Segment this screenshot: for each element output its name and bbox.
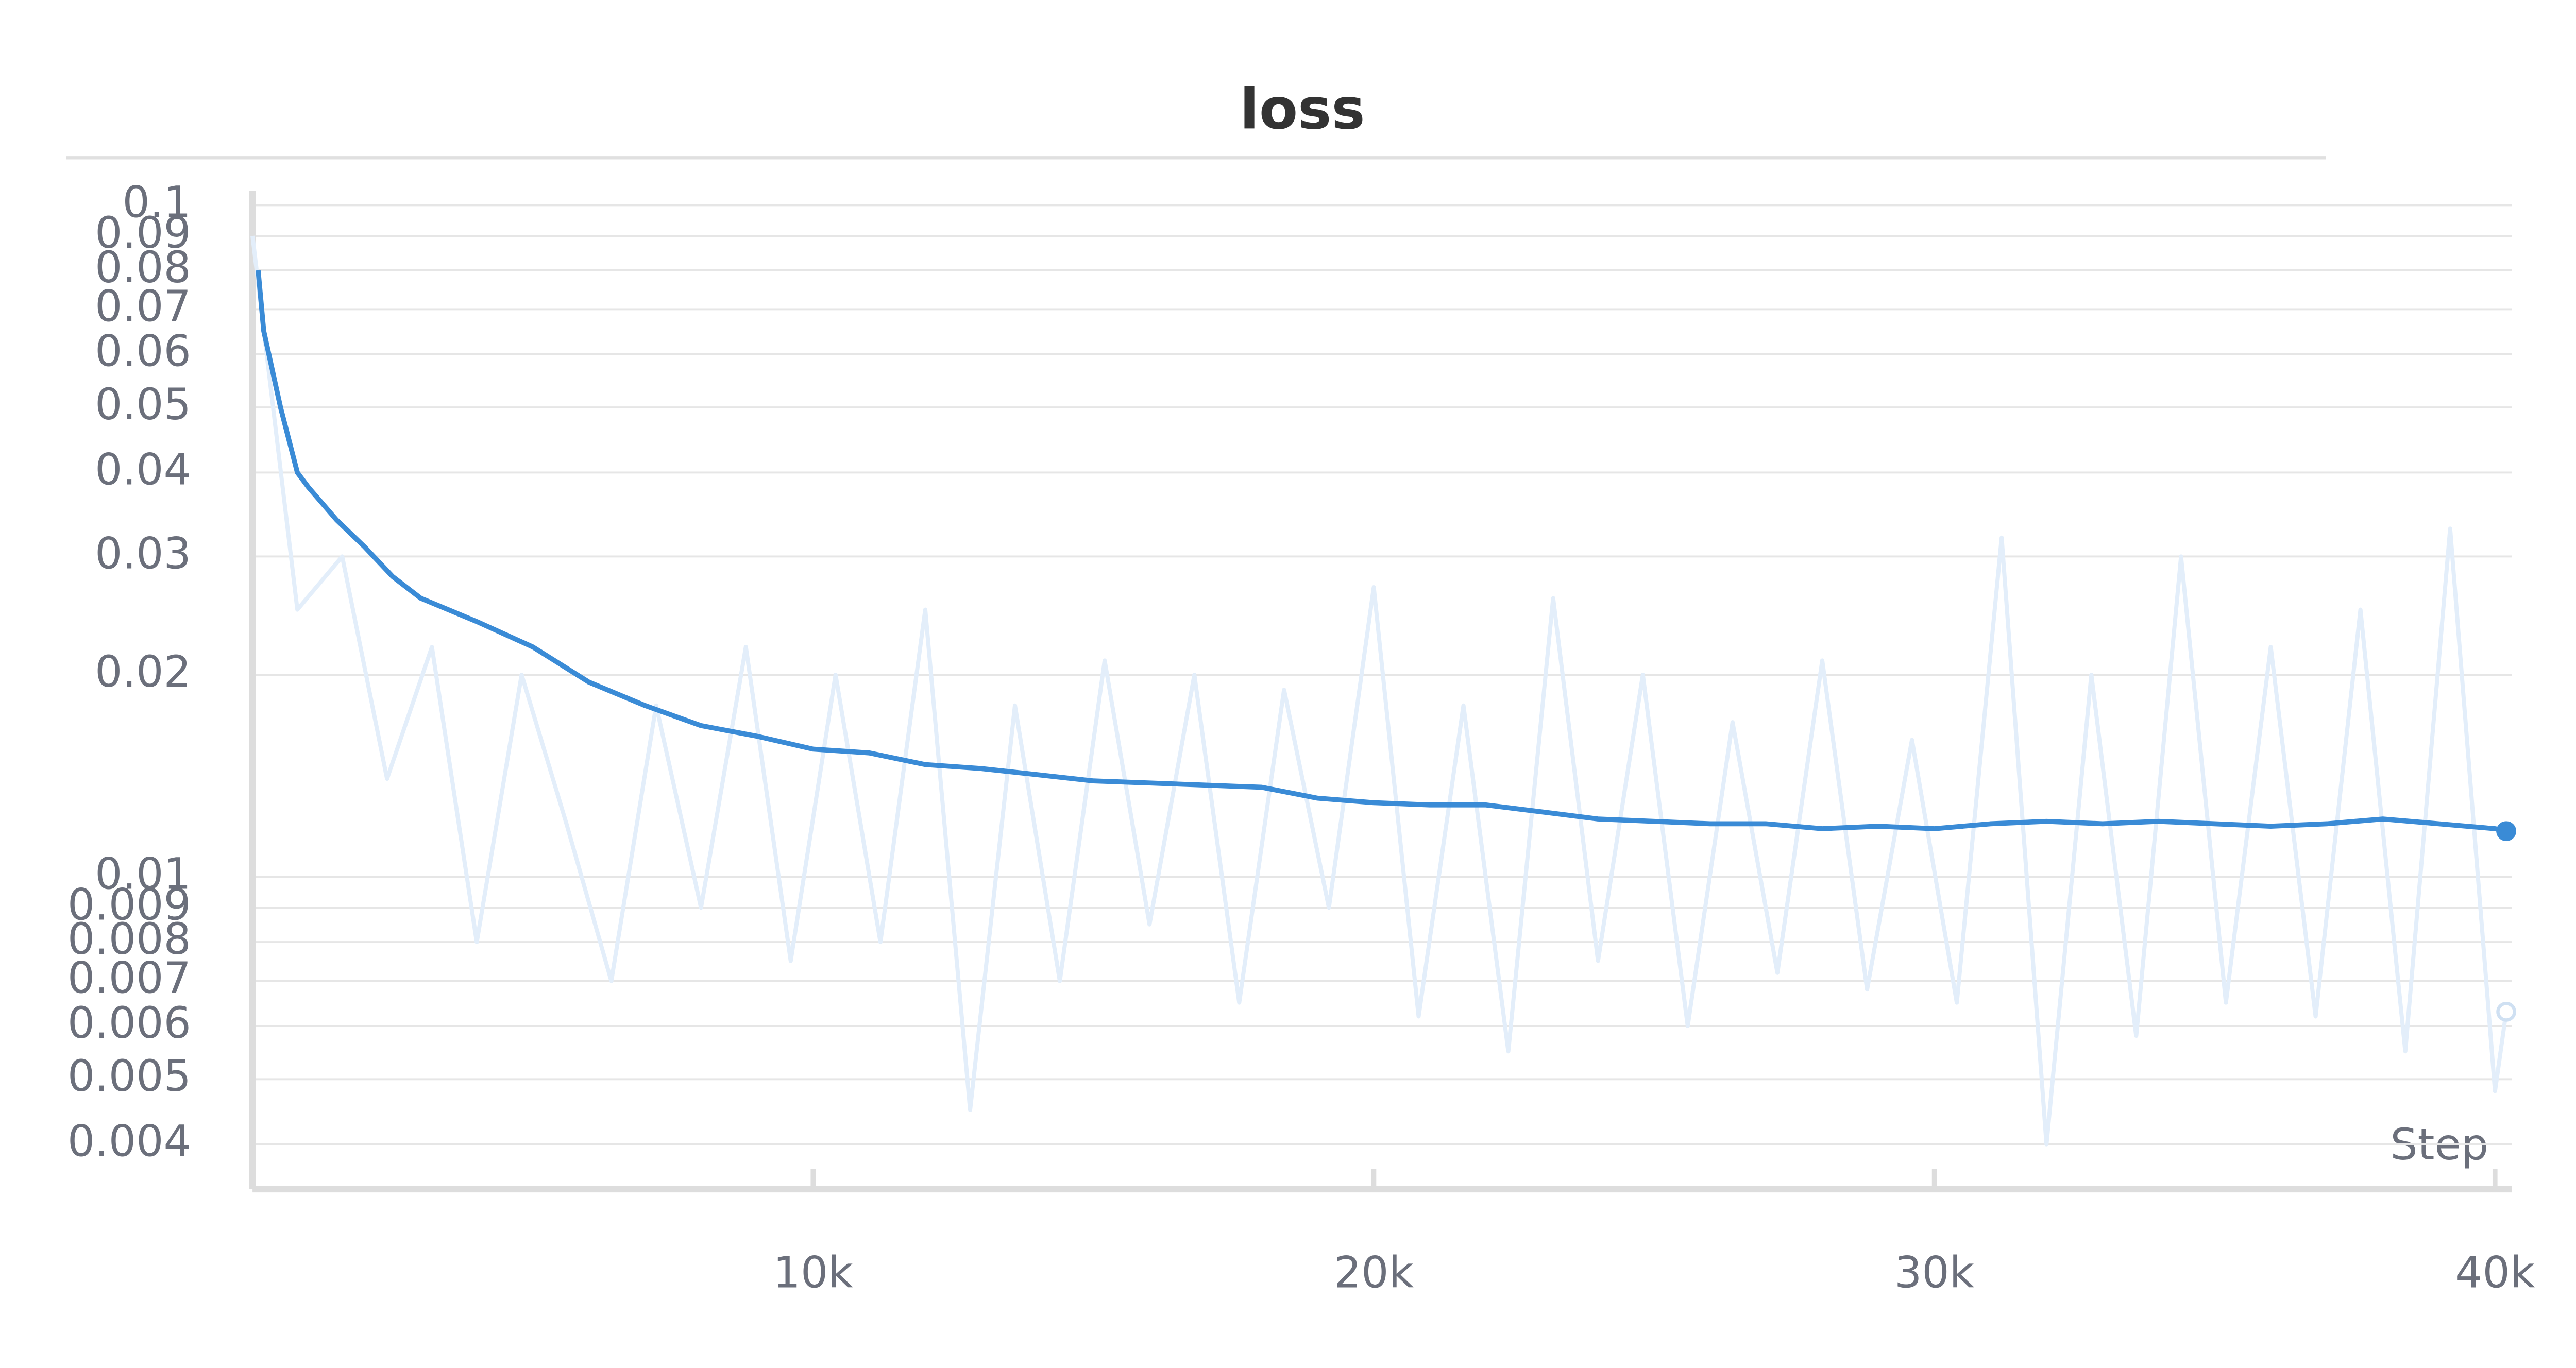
y-tick-label: 0.08 (95, 242, 191, 293)
y-tick-label: 0.05 (95, 379, 191, 430)
x-tick-label: 40k (2455, 1247, 2535, 1297)
y-tick-label: 0.006 (67, 998, 191, 1048)
y-tick-label: 0.005 (67, 1051, 191, 1101)
y-tick-label: 0.06 (95, 326, 191, 377)
y-tick-label: 0.04 (95, 444, 191, 494)
series-line (256, 270, 2507, 834)
y-tick-label: 0.009 (67, 879, 191, 930)
x-tick-label: 30k (1894, 1247, 1975, 1297)
y-tick-label: 0.1 (122, 177, 191, 227)
y-tick-label: 0.09 (95, 208, 191, 258)
x-tick-label: 10k (773, 1247, 854, 1297)
x-tick-label: 20k (1334, 1247, 1414, 1297)
end-point (2496, 821, 2516, 842)
end-point (2496, 1002, 2516, 1022)
y-tick-label: 0.008 (67, 914, 191, 964)
y-tick-label: 0.03 (95, 528, 191, 578)
chart-title: loss (1240, 76, 1365, 142)
series-line (250, 235, 2509, 1147)
y-tick-label: 0.01 (95, 849, 191, 899)
y-tick-label: 0.007 (67, 953, 191, 1003)
y-tick-label: 0.02 (95, 646, 191, 697)
y-tick-label: 0.004 (67, 1116, 191, 1167)
y-tick-label: 0.07 (95, 281, 191, 331)
